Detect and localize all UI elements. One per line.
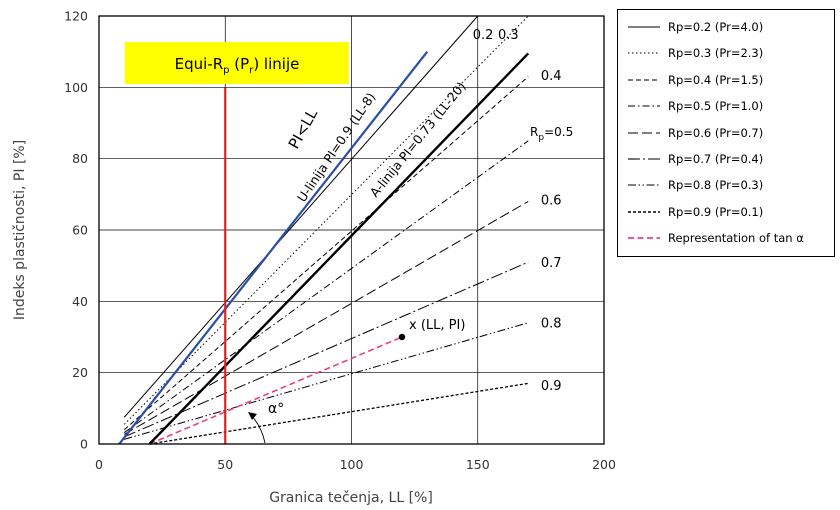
x-tick-label: 50 <box>217 457 233 472</box>
legend-label: Rp=0.6 (Pr=0.7) <box>668 125 764 140</box>
curve-label-5: 0.8 <box>541 317 562 332</box>
legend-swatch <box>628 158 660 160</box>
legend-label: Rp=0.3 (Pr=2.3) <box>668 46 764 61</box>
x-tick-label: 200 <box>592 457 616 472</box>
curve-label-4: 0.7 <box>541 256 562 271</box>
data-point <box>398 333 406 341</box>
equi-rp-label-sub-p: p <box>223 65 229 76</box>
equi-rp-label: Equi-Rp (Pr) linije <box>175 55 300 76</box>
equi-rp-label-mid: (P <box>230 55 250 73</box>
plot-frame <box>98 15 605 445</box>
legend-item: Rp=0.5 (Pr=1.0) <box>618 93 834 119</box>
y-tick-label: 80 <box>72 151 88 166</box>
y-axis-label: Indeks plastičnosti, PI [%] <box>12 140 28 320</box>
legend-swatch <box>628 105 660 107</box>
reference-lines <box>118 50 530 445</box>
legend-item: Rp=0.2 (Pr=4.0) <box>618 14 834 40</box>
tick-labels: 0 50 100 150 200 0 20 40 60 80 100 120 <box>64 9 616 473</box>
curve-label-2: 0.4 <box>541 69 562 84</box>
legend-item: Representation of tan α <box>618 225 834 251</box>
legend-label: Rp=0.2 (Pr=4.0) <box>668 20 764 34</box>
data-point-label: x (LL, PI) <box>409 318 465 333</box>
legend-label: Rp=0.5 (Pr=1.0) <box>668 99 764 114</box>
curve-label-6: 0.9 <box>541 379 562 394</box>
y-tick-label: 20 <box>72 365 88 380</box>
legend-label: Representation of tan α <box>668 231 804 246</box>
legend-item: Rp=0.3 (Pr=2.3) <box>618 40 834 66</box>
legend-item: Rp=0.6 (Pr=0.7) <box>618 120 834 146</box>
y-tick-label: 40 <box>72 294 88 309</box>
legend-swatch <box>628 79 660 81</box>
series-line-2 <box>123 76 529 431</box>
legend-item: Rp=0.9 (Pr=0.1) <box>618 199 834 225</box>
curve-label-1: 0.3 <box>498 28 519 43</box>
series-line-5 <box>124 261 529 438</box>
legend-swatch <box>628 211 660 213</box>
equi-rp-label-end: ) linije <box>253 55 299 73</box>
legend-label: Rp=0.8 (Pr=0.3) <box>668 178 764 193</box>
legend-swatch <box>628 237 660 240</box>
reference-line-0 <box>118 50 429 445</box>
legend-swatch <box>628 184 660 186</box>
x-tick-label: 150 <box>466 457 490 472</box>
y-tick-label: 100 <box>64 80 88 95</box>
curve-labels: 0.2 0.3 0.4 0.6 0.7 0.8 0.9 <box>473 28 562 394</box>
equi-rp-label-box <box>125 42 349 84</box>
legend-item: Rp=0.7 (Pr=0.4) <box>618 146 834 172</box>
equi-rp-label-main: Equi-R <box>175 55 224 73</box>
rp05-label: Rp=0.5 <box>530 125 573 143</box>
series-group <box>123 15 529 445</box>
curve-label-0: 0.2 <box>473 28 494 43</box>
legend: Rp=0.2 (Pr=4.0) Rp=0.3 (Pr=2.3) Rp=0.4 (Pr… <box>617 9 835 257</box>
rp05-label-sub: p <box>538 133 544 143</box>
x-axis-label: Granica tečenja, LL [%] <box>269 490 433 506</box>
series-line-7 <box>149 382 529 445</box>
legend-swatch <box>628 132 660 134</box>
reference-line-1 <box>148 52 530 445</box>
legend-item: Rp=0.4 (Pr=1.5) <box>618 67 834 93</box>
legend-label: Rp=0.4 (Pr=1.5) <box>668 72 764 87</box>
legend-swatch <box>628 26 660 28</box>
legend-swatch <box>628 52 660 54</box>
equi-rp-label-sub-r: r <box>249 65 254 76</box>
legend-label: Rp=0.9 (Pr=0.1) <box>668 204 764 219</box>
rp05-label-r: R <box>530 125 538 139</box>
series-line-8 <box>149 336 403 445</box>
legend-label: Rp=0.7 (Pr=0.4) <box>668 152 764 166</box>
rp05-label-eq: =0.5 <box>544 125 573 139</box>
alpha-arrow-head <box>248 412 257 420</box>
series-line-4 <box>124 201 529 435</box>
y-tick-label: 60 <box>72 223 88 238</box>
y-tick-label: 120 <box>64 9 88 24</box>
series-line-3 <box>123 140 529 433</box>
alpha-label: α° <box>268 401 284 417</box>
y-tick-label: 0 <box>80 437 88 452</box>
curve-label-3: 0.6 <box>541 194 562 209</box>
x-tick-label: 0 <box>95 457 103 472</box>
series-line-0 <box>123 15 479 418</box>
series-line-6 <box>124 322 529 440</box>
legend-item: Rp=0.8 (Pr=0.3) <box>618 172 834 198</box>
x-tick-label: 100 <box>340 457 364 472</box>
